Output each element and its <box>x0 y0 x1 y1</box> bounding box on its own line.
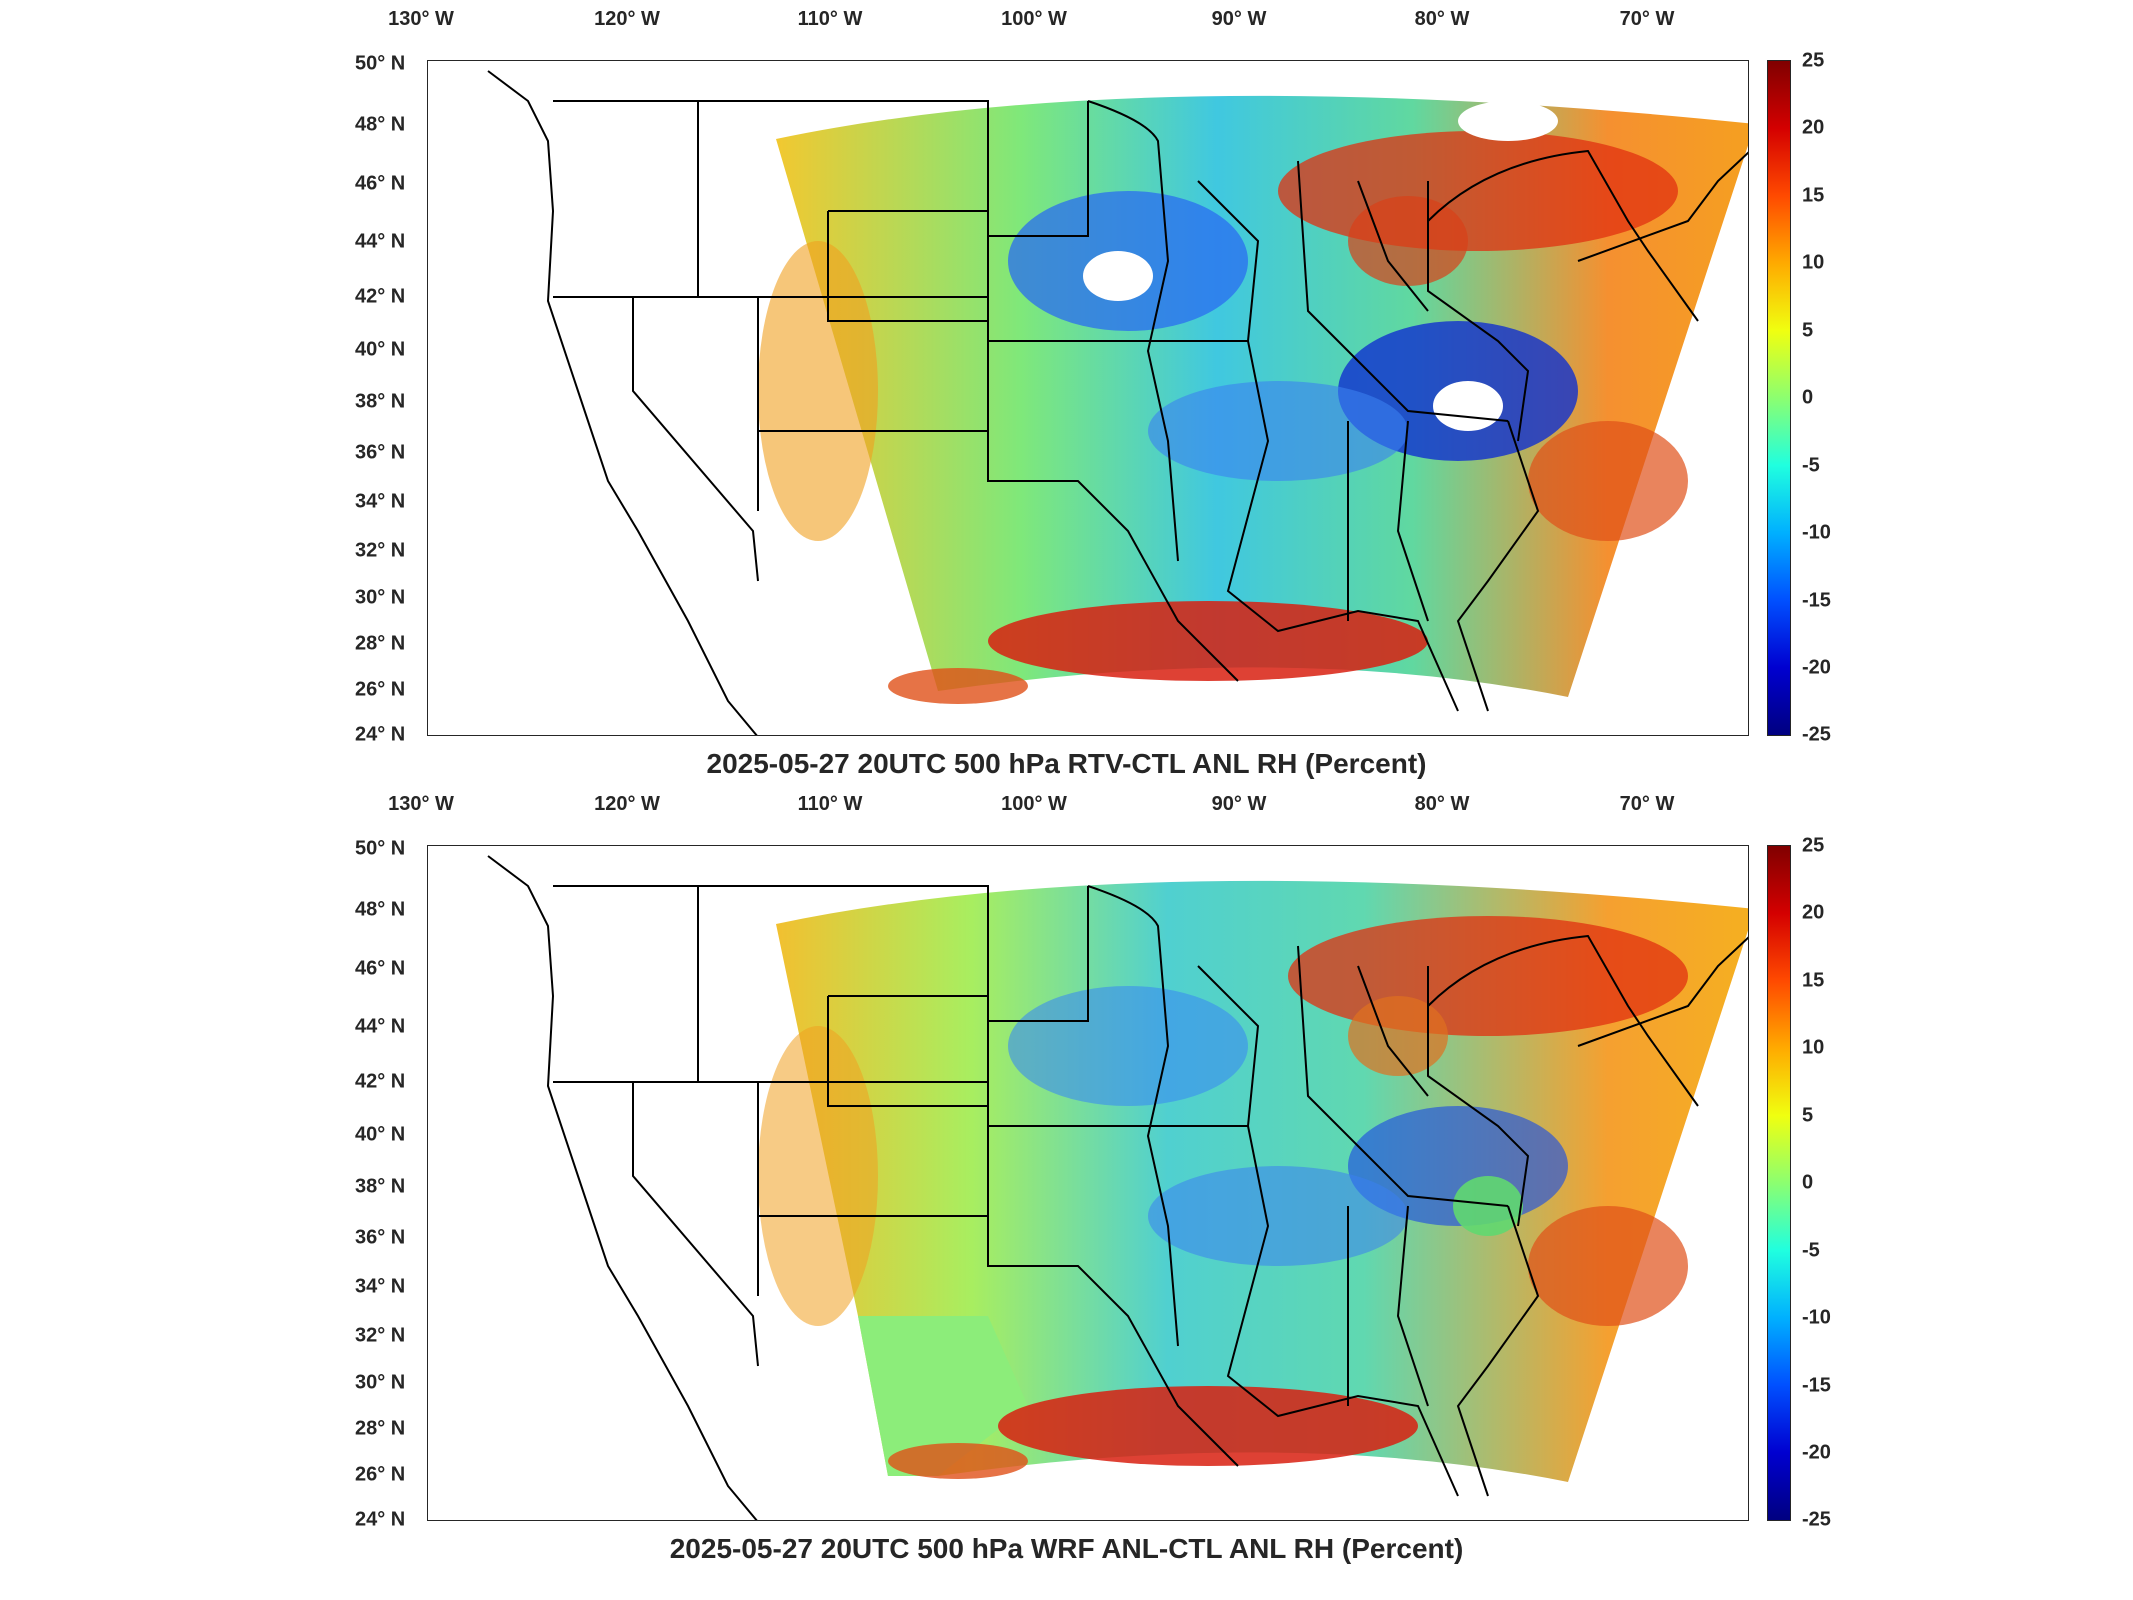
colorbar-tick: 5 <box>1802 319 1814 342</box>
lat-label: 50° N <box>355 52 406 75</box>
lat-label: 40° N <box>355 1123 406 1146</box>
lat-label: 38° N <box>355 390 406 413</box>
lat-label: 30° N <box>355 1371 406 1394</box>
lat-label: 28° N <box>355 1417 406 1440</box>
map-panel-rtv: 130° W 120° W 110° W 100° W 90° W 80° W … <box>355 8 1831 779</box>
colorbar-tick: -25 <box>1802 1508 1831 1531</box>
lon-label: 130° W <box>388 8 454 30</box>
colorbar-tick: 20 <box>1802 116 1825 139</box>
lat-label: 24° N <box>355 1508 406 1531</box>
rh-difference-map <box>487 855 1748 1520</box>
lat-label: 32° N <box>355 539 406 562</box>
lon-label: 100° W <box>1001 793 1067 815</box>
colorbar-tick: -25 <box>1802 723 1831 746</box>
lat-label: 26° N <box>355 1463 406 1486</box>
lon-label: 80° W <box>1414 8 1470 30</box>
lat-label: 30° N <box>355 586 406 609</box>
lat-label: 26° N <box>355 678 406 701</box>
lat-label: 34° N <box>355 490 406 513</box>
map-frame <box>427 845 1749 1521</box>
lon-label: 110° W <box>797 793 863 815</box>
colorbar-tick: -5 <box>1802 1239 1820 1262</box>
lat-label: 38° N <box>355 1175 406 1198</box>
colorbar-tick: -10 <box>1802 1306 1831 1329</box>
lat-label: 46° N <box>355 957 406 980</box>
colorbar <box>1767 845 1791 1521</box>
lon-label: 80° W <box>1414 793 1470 815</box>
colorbar-tick: -20 <box>1802 656 1831 679</box>
colorbar-tick: 0 <box>1802 386 1814 409</box>
lat-label: 44° N <box>355 230 406 253</box>
lat-label: 50° N <box>355 837 406 860</box>
lon-label: 120° W <box>594 8 660 30</box>
map-panel-wrf: 130° W 120° W 110° W 100° W 90° W 80° W … <box>0 785 2133 1585</box>
lat-label: 28° N <box>355 632 406 655</box>
map-frame <box>427 60 1749 736</box>
lat-label: 36° N <box>355 441 406 464</box>
colorbar-tick: 25 <box>1802 49 1825 72</box>
lon-label: 110° W <box>797 8 863 30</box>
lat-label: 42° N <box>355 285 406 308</box>
colorbar-tick: 10 <box>1802 1036 1825 1059</box>
lat-label: 48° N <box>355 898 406 921</box>
lon-label: 70° W <box>1619 8 1675 30</box>
colorbar-tick: 15 <box>1802 969 1825 992</box>
colorbar-tick: 5 <box>1802 1104 1814 1127</box>
lon-label: 90° W <box>1211 793 1267 815</box>
lat-label: 44° N <box>355 1015 406 1038</box>
colorbar-tick: 25 <box>1802 834 1825 857</box>
lat-label: 24° N <box>355 723 406 746</box>
lat-label: 46° N <box>355 172 406 195</box>
map-outlines <box>487 855 1748 1520</box>
lat-label: 36° N <box>355 1226 406 1249</box>
lat-label: 32° N <box>355 1324 406 1347</box>
lat-label: 34° N <box>355 1275 406 1298</box>
lon-label: 120° W <box>594 793 660 815</box>
colorbar-tick: -15 <box>1802 589 1831 612</box>
colorbar-tick: 15 <box>1802 184 1825 207</box>
colorbar-tick: 20 <box>1802 901 1825 924</box>
panel-title: 2025-05-27 20UTC 500 hPa RTV-CTL ANL RH … <box>706 748 1427 779</box>
colorbar-tick: -20 <box>1802 1441 1831 1464</box>
colorbar <box>1767 60 1791 736</box>
rh-difference-map <box>487 70 1748 735</box>
lon-label: 100° W <box>1001 8 1067 30</box>
lon-label: 130° W <box>388 793 454 815</box>
colorbar-tick: 0 <box>1802 1171 1814 1194</box>
lat-label: 48° N <box>355 113 406 136</box>
map-outlines <box>487 70 1748 735</box>
panel-title: 2025-05-27 20UTC 500 hPa WRF ANL-CTL ANL… <box>669 1533 1464 1564</box>
lat-label: 42° N <box>355 1070 406 1093</box>
colorbar-tick: -5 <box>1802 454 1820 477</box>
lat-label: 40° N <box>355 338 406 361</box>
colorbar-tick: -10 <box>1802 521 1831 544</box>
colorbar-tick: -15 <box>1802 1374 1831 1397</box>
colorbar-tick: 10 <box>1802 251 1825 274</box>
lon-label: 70° W <box>1619 793 1675 815</box>
lon-label: 90° W <box>1211 8 1267 30</box>
